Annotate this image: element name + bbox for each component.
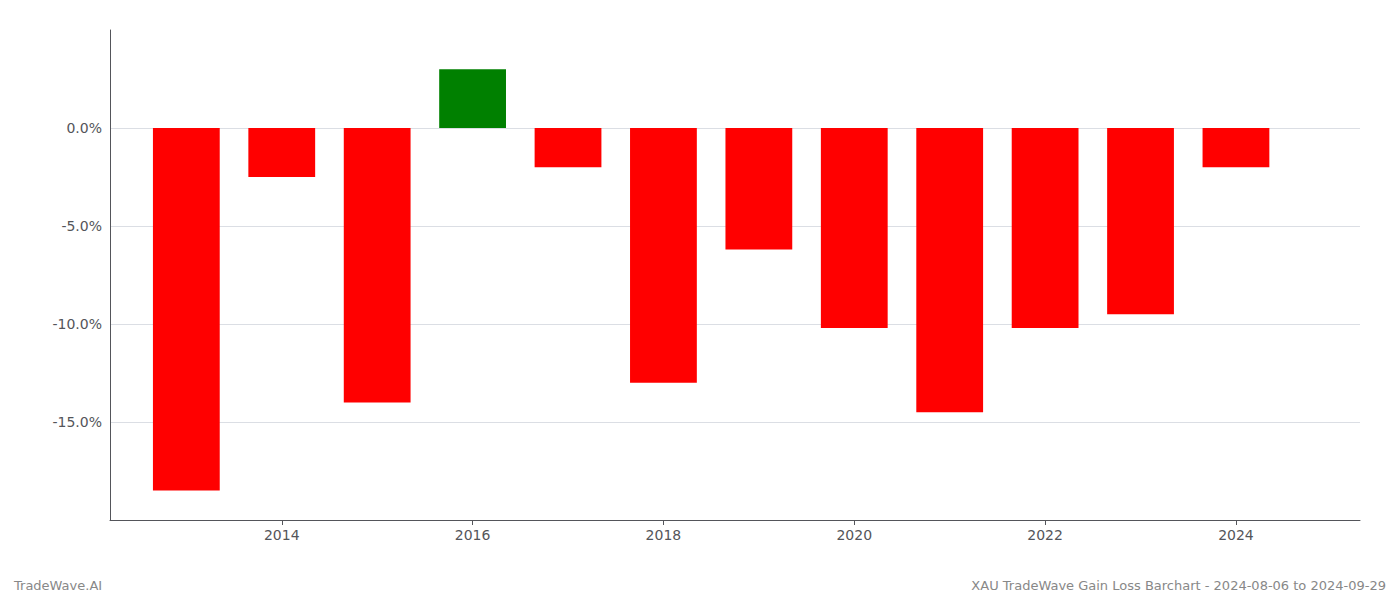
svg-text:-10.0%: -10.0% <box>52 316 102 332</box>
svg-text:2018: 2018 <box>646 527 682 543</box>
svg-text:XAU TradeWave Gain Loss Barcha: XAU TradeWave Gain Loss Barchart - 2024-… <box>971 578 1386 593</box>
svg-text:0.0%: 0.0% <box>66 120 102 136</box>
svg-text:-5.0%: -5.0% <box>61 218 102 234</box>
svg-text:2022: 2022 <box>1027 527 1063 543</box>
svg-text:2024: 2024 <box>1218 527 1254 543</box>
svg-text:2016: 2016 <box>455 527 491 543</box>
svg-text:TradeWave.AI: TradeWave.AI <box>13 578 102 593</box>
svg-text:2020: 2020 <box>836 527 872 543</box>
svg-text:-15.0%: -15.0% <box>52 414 102 430</box>
svg-text:2014: 2014 <box>264 527 300 543</box>
